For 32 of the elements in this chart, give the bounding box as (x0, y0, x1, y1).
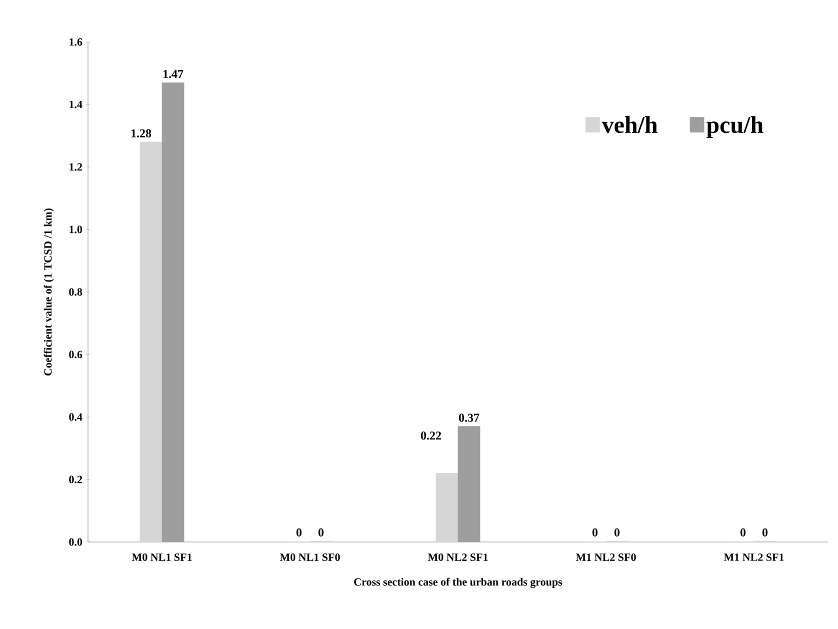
data-label: 1.28 (131, 129, 152, 138)
data-label: 0 (614, 528, 620, 536)
y-tick-label: 1.6 (70, 38, 82, 46)
data-label: 0.22 (420, 432, 441, 440)
data-label: 0 (762, 528, 768, 536)
x-axis-title: Cross section case of the urban roads groups (354, 578, 562, 588)
data-label: 0 (592, 528, 598, 536)
bar (436, 473, 458, 542)
data-label: 0.37 (458, 414, 480, 422)
data-label: 0 (296, 528, 302, 536)
bar (458, 426, 480, 542)
y-tick-label: 0.0 (69, 538, 82, 546)
data-label: 1.47 (163, 70, 184, 78)
data-label: 0 (318, 528, 324, 536)
y-tick-label: 0.6 (69, 350, 82, 358)
x-tick-label: M0 NL1 SF1 (132, 554, 192, 561)
y-tick-label: 0.4 (69, 413, 82, 421)
legend-label: veh/h (602, 116, 658, 134)
bar (162, 82, 184, 542)
x-tick-label: M0 NL2 SF1 (428, 554, 488, 561)
bar (140, 142, 162, 542)
y-tick-label: 0.2 (69, 476, 82, 484)
legend-label: pcu/h (706, 116, 764, 138)
y-tick-label: 0.8 (69, 288, 82, 296)
x-tick-label: M1 NL2 SF0 (576, 554, 636, 561)
y-tick-label: 1.4 (70, 100, 82, 108)
y-tick-label: 1.2 (70, 163, 82, 171)
y-tick-label: 1.0 (70, 226, 82, 234)
x-tick-label: M1 NL2 SF1 (724, 554, 784, 561)
data-label: 0 (740, 528, 746, 536)
y-axis-title: Coefficient value of (1 TCSD /1 km) (44, 208, 54, 376)
x-tick-label: M0 NL1 SF0 (280, 554, 340, 561)
